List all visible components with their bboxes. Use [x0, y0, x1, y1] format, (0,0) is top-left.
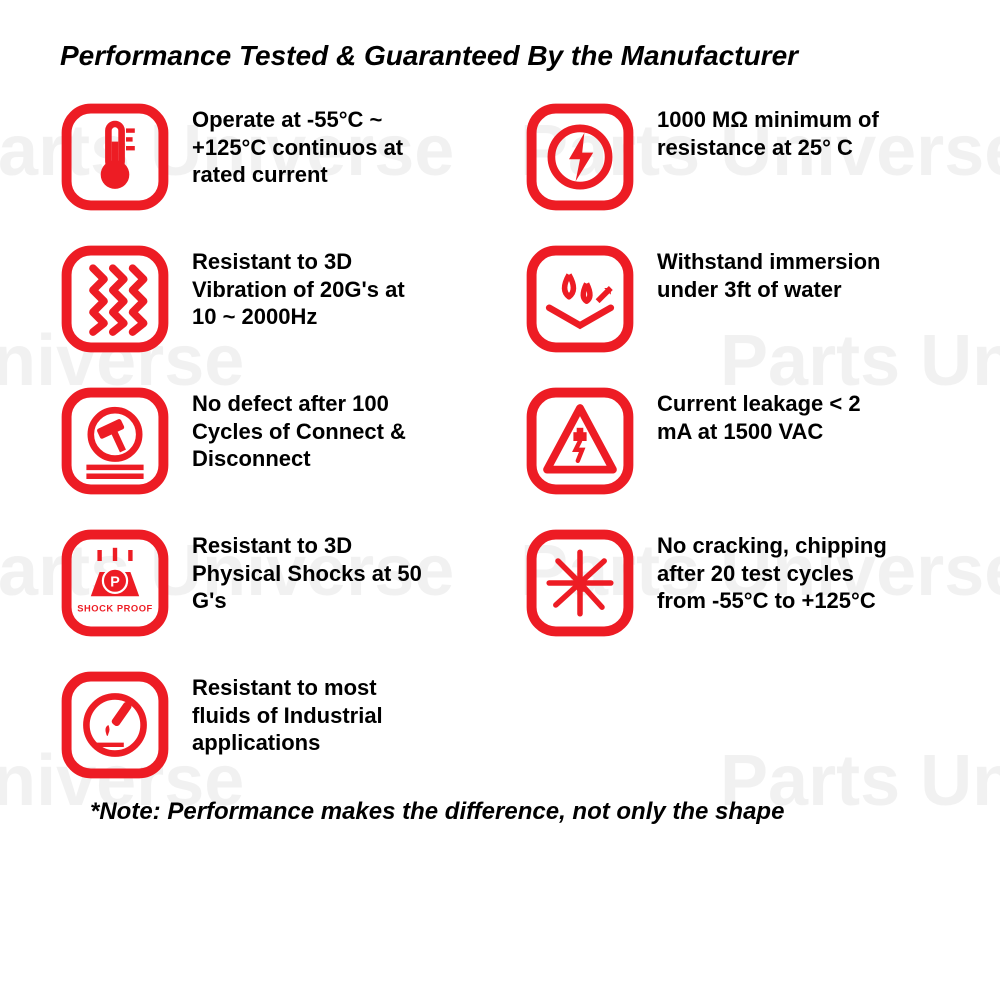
feature-text: Resistant to 3D Vibration of 20G's at 10… — [192, 244, 422, 331]
features-grid: Operate at -55°C ~ +125°C continuos at r… — [60, 102, 940, 780]
bolt-circle-icon — [525, 102, 635, 212]
footnote: *Note: Performance makes the difference,… — [90, 798, 940, 826]
feature-resistance: 1000 MΩ minimum of resistance at 25° C — [525, 102, 940, 212]
feature-fluids: Resistant to most fluids of Industrial a… — [60, 670, 475, 780]
feature-temperature: Operate at -55°C ~ +125°C continuos at r… — [60, 102, 475, 212]
crack-impact-icon — [525, 528, 635, 638]
feature-text: Resistant to most fluids of Industrial a… — [192, 670, 422, 757]
vibration-icon — [60, 244, 170, 354]
warning-triangle-icon — [525, 386, 635, 496]
feature-text: No defect after 100 Cycles of Connect & … — [192, 386, 422, 473]
feature-text: Withstand immersion under 3ft of water — [657, 244, 887, 303]
feature-text: Resistant to 3D Physical Shocks at 50 G'… — [192, 528, 422, 615]
feature-text: 1000 MΩ minimum of resistance at 25° C — [657, 102, 887, 161]
feature-text: Operate at -55°C ~ +125°C continuos at r… — [192, 102, 422, 189]
feature-immersion: Withstand immersion under 3ft of water — [525, 244, 940, 354]
hammer-circle-icon — [60, 386, 170, 496]
feature-cracking: No cracking, chipping after 20 test cycl… — [525, 528, 940, 638]
thermometer-icon — [60, 102, 170, 212]
feature-leakage: Current leakage < 2 mA at 1500 VAC — [525, 386, 940, 496]
feature-text: No cracking, chipping after 20 test cycl… — [657, 528, 887, 615]
feature-shock: Resistant to 3D Physical Shocks at 50 G'… — [60, 528, 475, 638]
feature-vibration: Resistant to 3D Vibration of 20G's at 10… — [60, 244, 475, 354]
dropper-circle-icon — [60, 670, 170, 780]
water-drops-icon — [525, 244, 635, 354]
shock-proof-icon — [60, 528, 170, 638]
feature-cycles: No defect after 100 Cycles of Connect & … — [60, 386, 475, 496]
page-title: Performance Tested & Guaranteed By the M… — [60, 40, 940, 72]
feature-text: Current leakage < 2 mA at 1500 VAC — [657, 386, 887, 445]
